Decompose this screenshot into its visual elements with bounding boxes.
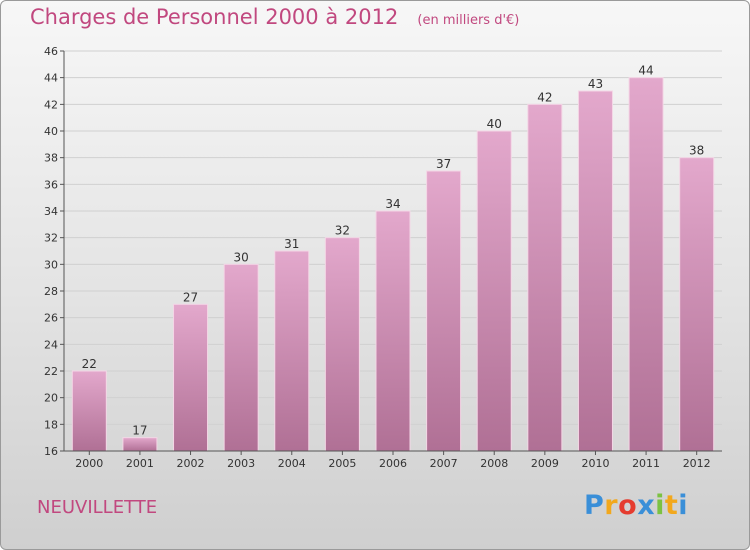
y-tick-label: 34 bbox=[44, 205, 58, 218]
y-tick-label: 28 bbox=[44, 285, 58, 298]
data-label: 34 bbox=[385, 197, 400, 211]
y-tick-label: 40 bbox=[44, 125, 58, 138]
data-label: 27 bbox=[183, 290, 198, 304]
bar bbox=[173, 303, 209, 452]
data-label: 40 bbox=[487, 117, 502, 131]
bar bbox=[628, 77, 664, 452]
x-tick-label: 2002 bbox=[177, 457, 205, 470]
data-label: 30 bbox=[234, 250, 249, 264]
logo-letter: i bbox=[678, 490, 689, 521]
logo-letter: P bbox=[584, 490, 605, 521]
x-tick-label: 2011 bbox=[632, 457, 660, 470]
title-row: Charges de Personnel 2000 à 2012 (en mil… bbox=[30, 5, 519, 29]
x-tick-label: 2008 bbox=[480, 457, 508, 470]
x-tick-label: 2000 bbox=[75, 457, 103, 470]
axes: 16 18 20 22 24 26 28 30 32 34 36 38 40 42 44 46 2000 2001… bbox=[44, 45, 722, 470]
data-label: 17 bbox=[132, 424, 147, 438]
bar bbox=[679, 157, 715, 452]
data-label: 22 bbox=[82, 357, 97, 371]
x-tick-label: 2003 bbox=[227, 457, 255, 470]
x-tick-label: 2006 bbox=[379, 457, 407, 470]
y-tick-label: 46 bbox=[44, 45, 58, 58]
x-tick-label: 2005 bbox=[328, 457, 356, 470]
y-tick-label: 18 bbox=[44, 418, 58, 431]
logo-letter: i bbox=[655, 490, 665, 521]
data-label: 38 bbox=[689, 144, 704, 158]
x-tick-label: 2010 bbox=[581, 457, 609, 470]
data-label: 43 bbox=[588, 77, 603, 91]
x-tick-label: 2004 bbox=[278, 457, 306, 470]
logo-letter: o bbox=[618, 490, 638, 521]
proxiti-logo: Proxiti bbox=[584, 490, 688, 521]
y-tick-label: 32 bbox=[44, 232, 58, 245]
x-tick-label: 2012 bbox=[683, 457, 711, 470]
bar bbox=[71, 370, 107, 452]
y-tick-label: 20 bbox=[44, 392, 58, 405]
y-tick-label: 44 bbox=[44, 72, 58, 85]
chart-subtitle: (en milliers d'€) bbox=[417, 13, 520, 28]
y-tick-label: 16 bbox=[44, 445, 58, 458]
y-tick-label: 36 bbox=[44, 178, 58, 191]
bar bbox=[223, 263, 259, 452]
bar bbox=[375, 210, 411, 452]
y-tick-label: 24 bbox=[44, 338, 58, 351]
bar bbox=[476, 130, 512, 452]
logo-letter: x bbox=[637, 490, 656, 521]
bar bbox=[122, 437, 158, 452]
y-tick-label: 22 bbox=[44, 365, 58, 378]
data-label: 44 bbox=[638, 64, 653, 78]
data-label: 37 bbox=[436, 157, 451, 171]
bars: 22 17 27 30 31 32 34 37 40 42 43 44 38 bbox=[71, 64, 715, 452]
x-tick-label: 2007 bbox=[430, 457, 458, 470]
commune-name: NEUVILLETTE bbox=[37, 497, 158, 518]
y-tick-label: 42 bbox=[44, 98, 58, 111]
y-tick-label: 26 bbox=[44, 312, 58, 325]
bar bbox=[426, 170, 462, 452]
logo-letter: r bbox=[604, 490, 619, 521]
bar bbox=[577, 90, 613, 452]
y-tick-label: 30 bbox=[44, 258, 58, 271]
x-tick-label: 2009 bbox=[531, 457, 559, 470]
data-label: 31 bbox=[284, 237, 299, 251]
x-tick-label: 2001 bbox=[126, 457, 154, 470]
chart-title: Charges de Personnel 2000 à 2012 bbox=[30, 5, 399, 29]
logo-letter: t bbox=[664, 490, 679, 521]
bar bbox=[274, 250, 310, 452]
data-label: 32 bbox=[335, 224, 350, 238]
data-label: 42 bbox=[537, 90, 552, 104]
bar bbox=[324, 237, 360, 452]
bar bbox=[527, 103, 563, 452]
y-tick-label: 38 bbox=[44, 152, 58, 165]
